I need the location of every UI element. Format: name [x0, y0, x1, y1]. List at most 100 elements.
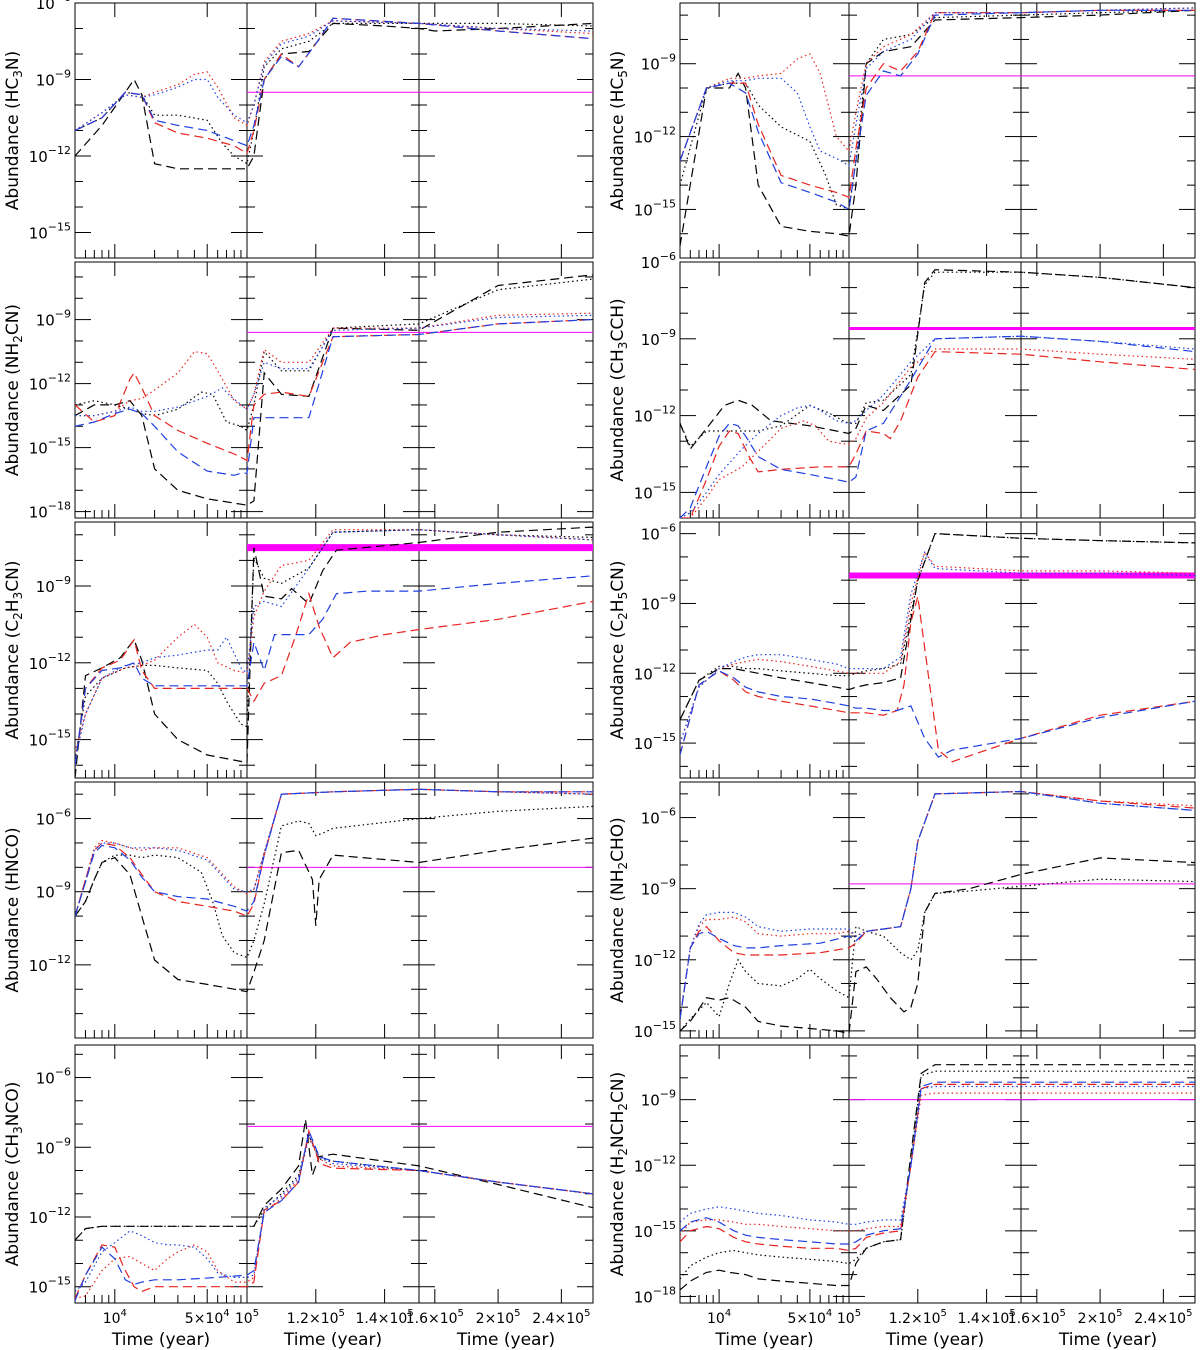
- series-blue-dashed: [75, 1128, 593, 1301]
- series-blue-dotted: [680, 1085, 1195, 1225]
- panel-frame: [679, 1044, 1196, 1304]
- y-tick-label: 10−12: [634, 661, 676, 683]
- series-red-dashed: [75, 17, 593, 155]
- y-tick-label: 10−12: [634, 125, 676, 147]
- x-tick-label: 1.6×105: [406, 1308, 464, 1327]
- y-tick-label: 10−9: [641, 591, 676, 613]
- series-blue-dashed: [75, 575, 593, 766]
- y-tick-label: 10−9: [641, 327, 676, 349]
- y-tick-label: 10−18: [29, 500, 71, 522]
- series-red-dotted: [75, 312, 593, 417]
- series-black-dotted: [75, 1133, 593, 1241]
- x-tick-label: 1.6×105: [1008, 1308, 1066, 1327]
- series-red-dotted: [75, 20, 593, 132]
- y-axis-label: Abundance (NH2CHO): [608, 817, 630, 1003]
- panel-frame: [74, 261, 594, 519]
- series-black-dashed: [75, 22, 593, 170]
- y-tick-label: 10−9: [36, 308, 71, 330]
- y-tick-label: 10−6: [641, 806, 676, 828]
- panel-frame: [74, 2, 594, 259]
- y-tick-label: 10−12: [29, 651, 71, 673]
- y-axis-label: Abundance (C2H5CN): [608, 561, 630, 740]
- y-tick-label: 10−18: [634, 1284, 676, 1306]
- y-tick-label: 10−6: [36, 807, 71, 829]
- series-black-dotted: [75, 805, 593, 959]
- y-tick-label: 10−9: [36, 574, 71, 596]
- panel-frame: [74, 1044, 594, 1304]
- y-axis-label: Abundance (C2H3CN): [3, 561, 25, 740]
- x-axis-label: Time (year): [1058, 1330, 1157, 1350]
- y-tick-label: 10−9: [641, 877, 676, 899]
- series-red-dotted: [75, 529, 593, 753]
- x-tick-label: 105: [837, 1308, 861, 1327]
- series-red-dotted: [680, 348, 1195, 518]
- y-tick-label: 10−12: [634, 404, 676, 426]
- x-tick-label: 1.4×105: [958, 1308, 1016, 1327]
- series-blue-dotted: [75, 529, 593, 761]
- panel-3: 10−9 10−12 10−15 10−18 Abundance (NH2CN): [3, 261, 594, 522]
- y-tick-label: 10−9: [641, 52, 676, 74]
- y-tick-label: 10−15: [29, 728, 71, 750]
- series-black-dotted: [680, 878, 1195, 1032]
- series-blue-dotted: [75, 788, 593, 917]
- x-tick-label: 105: [235, 1308, 259, 1327]
- panel-frame: [679, 2, 1196, 259]
- series-black-dashed: [75, 274, 593, 506]
- series-black-dotted: [75, 529, 593, 761]
- x-axis-label: Time (year): [714, 1330, 813, 1350]
- y-tick-label: 10−12: [634, 1153, 676, 1175]
- y-tick-label: 10−15: [634, 1219, 676, 1241]
- y-tick-label: 10−6: [641, 522, 676, 544]
- series-black-dotted: [680, 271, 1195, 448]
- series-blue-dashed: [75, 319, 593, 476]
- y-tick-label: 10−15: [634, 731, 676, 753]
- y-tick-label: 10−6: [641, 250, 676, 272]
- x-tick-label: 104: [103, 1308, 127, 1327]
- series-black-dotted: [75, 22, 593, 165]
- series-red-dashed: [680, 350, 1195, 518]
- series-black-dashed: [680, 532, 1195, 721]
- series-red-dotted: [680, 550, 1195, 744]
- panel-frame: [74, 521, 594, 779]
- x-axis-label: Time (year): [283, 1330, 382, 1350]
- series-blue-dotted: [75, 314, 593, 417]
- series-red-dashed: [680, 596, 1195, 763]
- panel-frame: [74, 781, 594, 1039]
- y-tick-label: 10−6: [36, 1066, 71, 1088]
- x-tick-label: 5×104: [787, 1308, 832, 1327]
- y-axis-label: Abundance (NH2CN): [3, 304, 25, 476]
- panel-frame: [679, 261, 1196, 519]
- series-blue-dashed: [75, 788, 593, 917]
- series-black-dashed: [75, 526, 593, 778]
- y-tick-label: 10−12: [29, 144, 71, 166]
- y-tick-label: 10−9: [36, 68, 71, 90]
- series-red-dashed: [680, 1083, 1195, 1252]
- y-tick-label: 10−15: [634, 1019, 676, 1041]
- x-tick-label: 1.4×105: [356, 1308, 414, 1327]
- x-tick-label: 2×105: [476, 1308, 521, 1327]
- x-tick-label: 2×105: [1078, 1308, 1123, 1327]
- x-axis-label: Time (year): [111, 1330, 210, 1350]
- series-blue-dashed: [680, 1081, 1195, 1245]
- y-tick-label: 10−6: [36, 0, 71, 13]
- y-axis-label: Abundance (HC3N): [3, 51, 25, 210]
- series-blue-dashed: [680, 670, 1195, 758]
- y-tick-label: 10−12: [29, 1205, 71, 1227]
- series-red-dashed: [75, 788, 593, 917]
- series-red-dotted: [680, 790, 1195, 1020]
- series-red-dotted: [680, 1092, 1195, 1236]
- y-axis-label: Abundance (H2NCH2CN): [608, 1072, 630, 1276]
- series-red-dashed: [680, 790, 1195, 1020]
- y-axis-label: Abundance (CH3NCO): [3, 1082, 25, 1267]
- series-black-dashed: [680, 857, 1195, 1035]
- series-blue-dotted: [75, 20, 593, 132]
- series-blue-dotted: [680, 7, 1195, 167]
- panel-7: 10−6 10−9 10−12 Abundance (HNCO): [3, 781, 594, 1039]
